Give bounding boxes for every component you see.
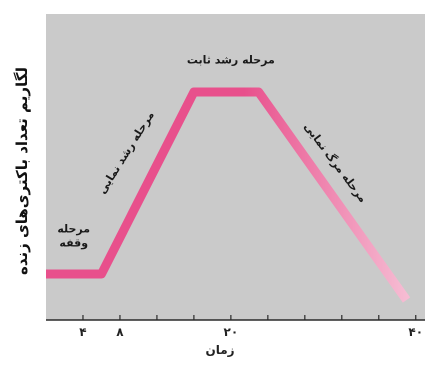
x-tick-label: ۸	[116, 325, 124, 339]
phase-label: مرحله وقفه	[57, 222, 90, 249]
plot-area	[46, 14, 425, 320]
x-tick-label: ۴	[79, 325, 86, 339]
x-tick-label: ۴۰	[408, 325, 423, 339]
growth-curve	[46, 87, 411, 303]
x-axis-label: زمان	[205, 343, 235, 357]
x-tick-label: ۲۰	[224, 325, 239, 339]
phase-label: مرحله رشد ثابت	[187, 53, 275, 66]
